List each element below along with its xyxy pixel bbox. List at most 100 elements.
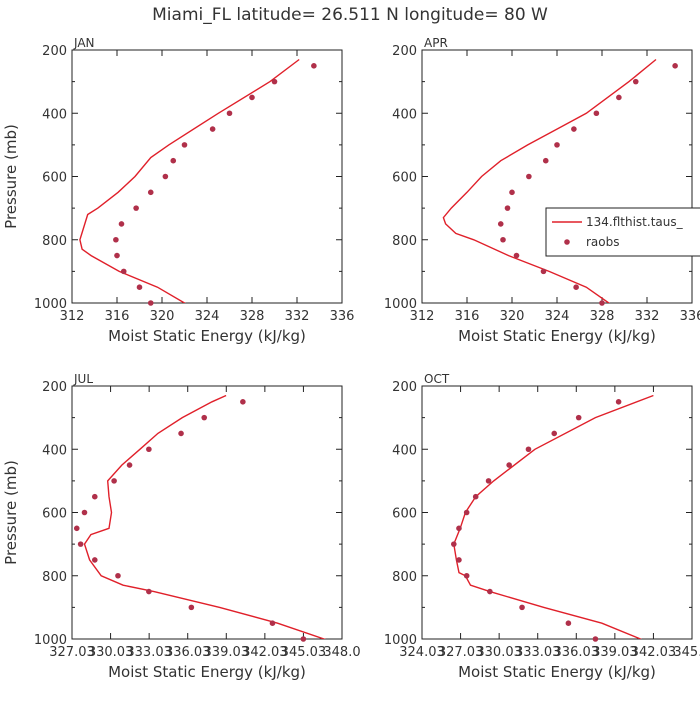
y-axis-label-jul: Pressure (mb)	[2, 460, 20, 565]
raobs-point-oct-350	[551, 430, 558, 437]
raobs-point-jul-950	[269, 620, 276, 626]
raobs-point-oct-700	[451, 541, 457, 547]
raobs-point-jan-650	[147, 189, 154, 196]
raobs-point-jan-700	[133, 205, 139, 211]
y-tick-label-oct-2: 600	[392, 507, 417, 522]
x-tick-label-apr-2: 320	[500, 309, 525, 324]
y-tick-label-oct-3: 800	[392, 570, 417, 585]
y-tick-label-jul-0: 200	[42, 380, 67, 395]
x-tick-label-jan-1: 316	[105, 309, 130, 324]
raobs-point-jul-800	[115, 572, 121, 579]
raobs-point-oct-400	[525, 446, 532, 453]
raobs-point-jan-900	[120, 268, 127, 275]
y-tick-label-jan-4: 1000	[34, 297, 67, 312]
raobs-point-apr-650	[509, 189, 515, 196]
raobs-point-apr-250	[672, 63, 678, 69]
raobs-point-jul-550	[91, 493, 98, 500]
raobs-point-jul-350	[178, 430, 184, 437]
x-tick-label-jul-5: 342.03	[242, 645, 288, 660]
x-tick-label-jul-0: 327.03	[49, 645, 95, 660]
y-tick-label-jul-4: 1000	[34, 633, 67, 648]
y-tick-label-jul-1: 400	[42, 443, 67, 458]
y-tick-label-apr-0: 200	[392, 44, 417, 59]
raobs-point-apr-800	[500, 236, 506, 243]
raobs-point-apr-350	[616, 94, 622, 101]
panel-title-apr: APR	[424, 36, 448, 50]
y-tick-label-jul-2: 600	[42, 507, 67, 522]
raobs-point-apr-400	[593, 110, 600, 117]
panel-title-oct: OCT	[424, 372, 450, 386]
x-tick-label-jul-6: 345.03	[281, 645, 327, 660]
raobs-point-jul-250	[240, 399, 246, 405]
raobs-point-apr-300	[632, 78, 639, 85]
plot-frame-jul	[71, 385, 343, 640]
x-tick-label-jan-4: 328	[240, 309, 265, 324]
raobs-point-jul-500	[111, 478, 117, 484]
raobs-point-oct-600	[463, 509, 470, 516]
y-tick-label-jan-0: 200	[42, 44, 67, 59]
panel-jul: JUL327.03330.03333.03336.03339.03342.033…	[2, 372, 361, 681]
legend-box	[545, 207, 700, 257]
raobs-point-oct-950	[565, 620, 572, 626]
x-tick-label-oct-2: 330.03	[476, 645, 522, 660]
raobs-point-jul-300	[201, 414, 208, 421]
y-tick-label-jan-2: 600	[42, 171, 67, 186]
raobs-point-jan-1000	[147, 300, 154, 306]
x-tick-label-jul-7: 348.0	[323, 645, 360, 660]
raobs-point-oct-750	[456, 557, 462, 563]
x-tick-label-apr-5: 332	[635, 309, 660, 324]
x-tick-label-jul-2: 333.03	[126, 645, 172, 660]
x-axis-label-apr: Moist Static Energy (kJ/kg)	[458, 327, 656, 345]
panel-jan: JAN 312 316 320 324 328 332 336 200 400 600 800 1000…	[2, 36, 354, 345]
raobs-point-jan-750	[118, 221, 125, 227]
raobs-point-jul-850	[146, 588, 152, 595]
x-tick-label-oct-0: 324.03	[399, 645, 445, 660]
y-tick-label-jul-3: 800	[42, 570, 67, 585]
raobs-point-oct-1000	[592, 636, 599, 642]
x-tick-label-apr-4: 328	[590, 309, 615, 324]
x-tick-label-jan-3: 324	[195, 309, 220, 324]
raobs-point-apr-750	[497, 221, 504, 227]
raobs-point-jan-400	[226, 110, 233, 117]
raobs-point-oct-850	[487, 588, 493, 595]
x-tick-label-jan-2: 320	[150, 309, 175, 324]
raobs-point-apr-850	[513, 252, 520, 259]
raobs-point-oct-450	[506, 462, 512, 468]
model-line-apr	[442, 58, 657, 303]
raobs-point-jan-600	[162, 173, 169, 180]
x-tick-label-oct-7: 345.0	[673, 645, 700, 660]
x-tick-label-apr-3: 324	[545, 309, 570, 324]
x-tick-label-jan-5: 332	[285, 309, 310, 324]
x-axis-label-jan: Moist Static Energy (kJ/kg)	[108, 327, 306, 345]
raobs-point-jul-700	[77, 541, 84, 547]
x-tick-label-oct-4: 336.03	[554, 645, 600, 660]
x-tick-label-apr-0: 312	[410, 309, 435, 324]
panel-apr: APR 312 316 320 324 328 332 336 200 400 600 800 1000…	[384, 36, 700, 345]
raobs-point-oct-900	[519, 604, 525, 611]
x-tick-label-jul-4: 339.03	[204, 645, 250, 660]
raobs-point-jan-250	[311, 63, 317, 69]
plot-frame-apr	[421, 49, 693, 304]
x-tick-label-oct-1: 327.03	[438, 645, 484, 660]
raobs-point-apr-500	[554, 142, 560, 148]
model-line-jul	[83, 394, 327, 639]
raobs-point-jul-750	[91, 557, 98, 563]
x-tick-label-jul-1: 330.03	[88, 645, 134, 660]
y-tick-label-oct-0: 200	[392, 380, 417, 395]
x-tick-label-oct-6: 342.03	[631, 645, 677, 660]
y-tick-label-apr-4: 1000	[384, 297, 417, 312]
raobs-point-jul-1000	[300, 636, 307, 642]
raobs-point-oct-300	[575, 414, 582, 421]
panels: JAN 312 316 320 324 328 332 336 200 400 600 800 1000…	[2, 36, 700, 681]
x-axis-label-oct: Moist Static Energy (kJ/kg)	[458, 663, 656, 681]
raobs-point-jan-850	[114, 252, 120, 259]
figure-title: Miami_FL latitude= 26.511 N longitude= 8…	[152, 5, 548, 25]
panel-title-jan: JAN	[73, 36, 95, 50]
plot-frame-oct	[421, 385, 693, 640]
raobs-point-apr-700	[504, 205, 511, 211]
raobs-point-jul-650	[73, 525, 80, 532]
raobs-point-apr-950	[573, 284, 579, 290]
legend-model-label: 134.flthist.taus_	[586, 215, 684, 229]
x-tick-label-jan-0: 312	[60, 309, 85, 324]
